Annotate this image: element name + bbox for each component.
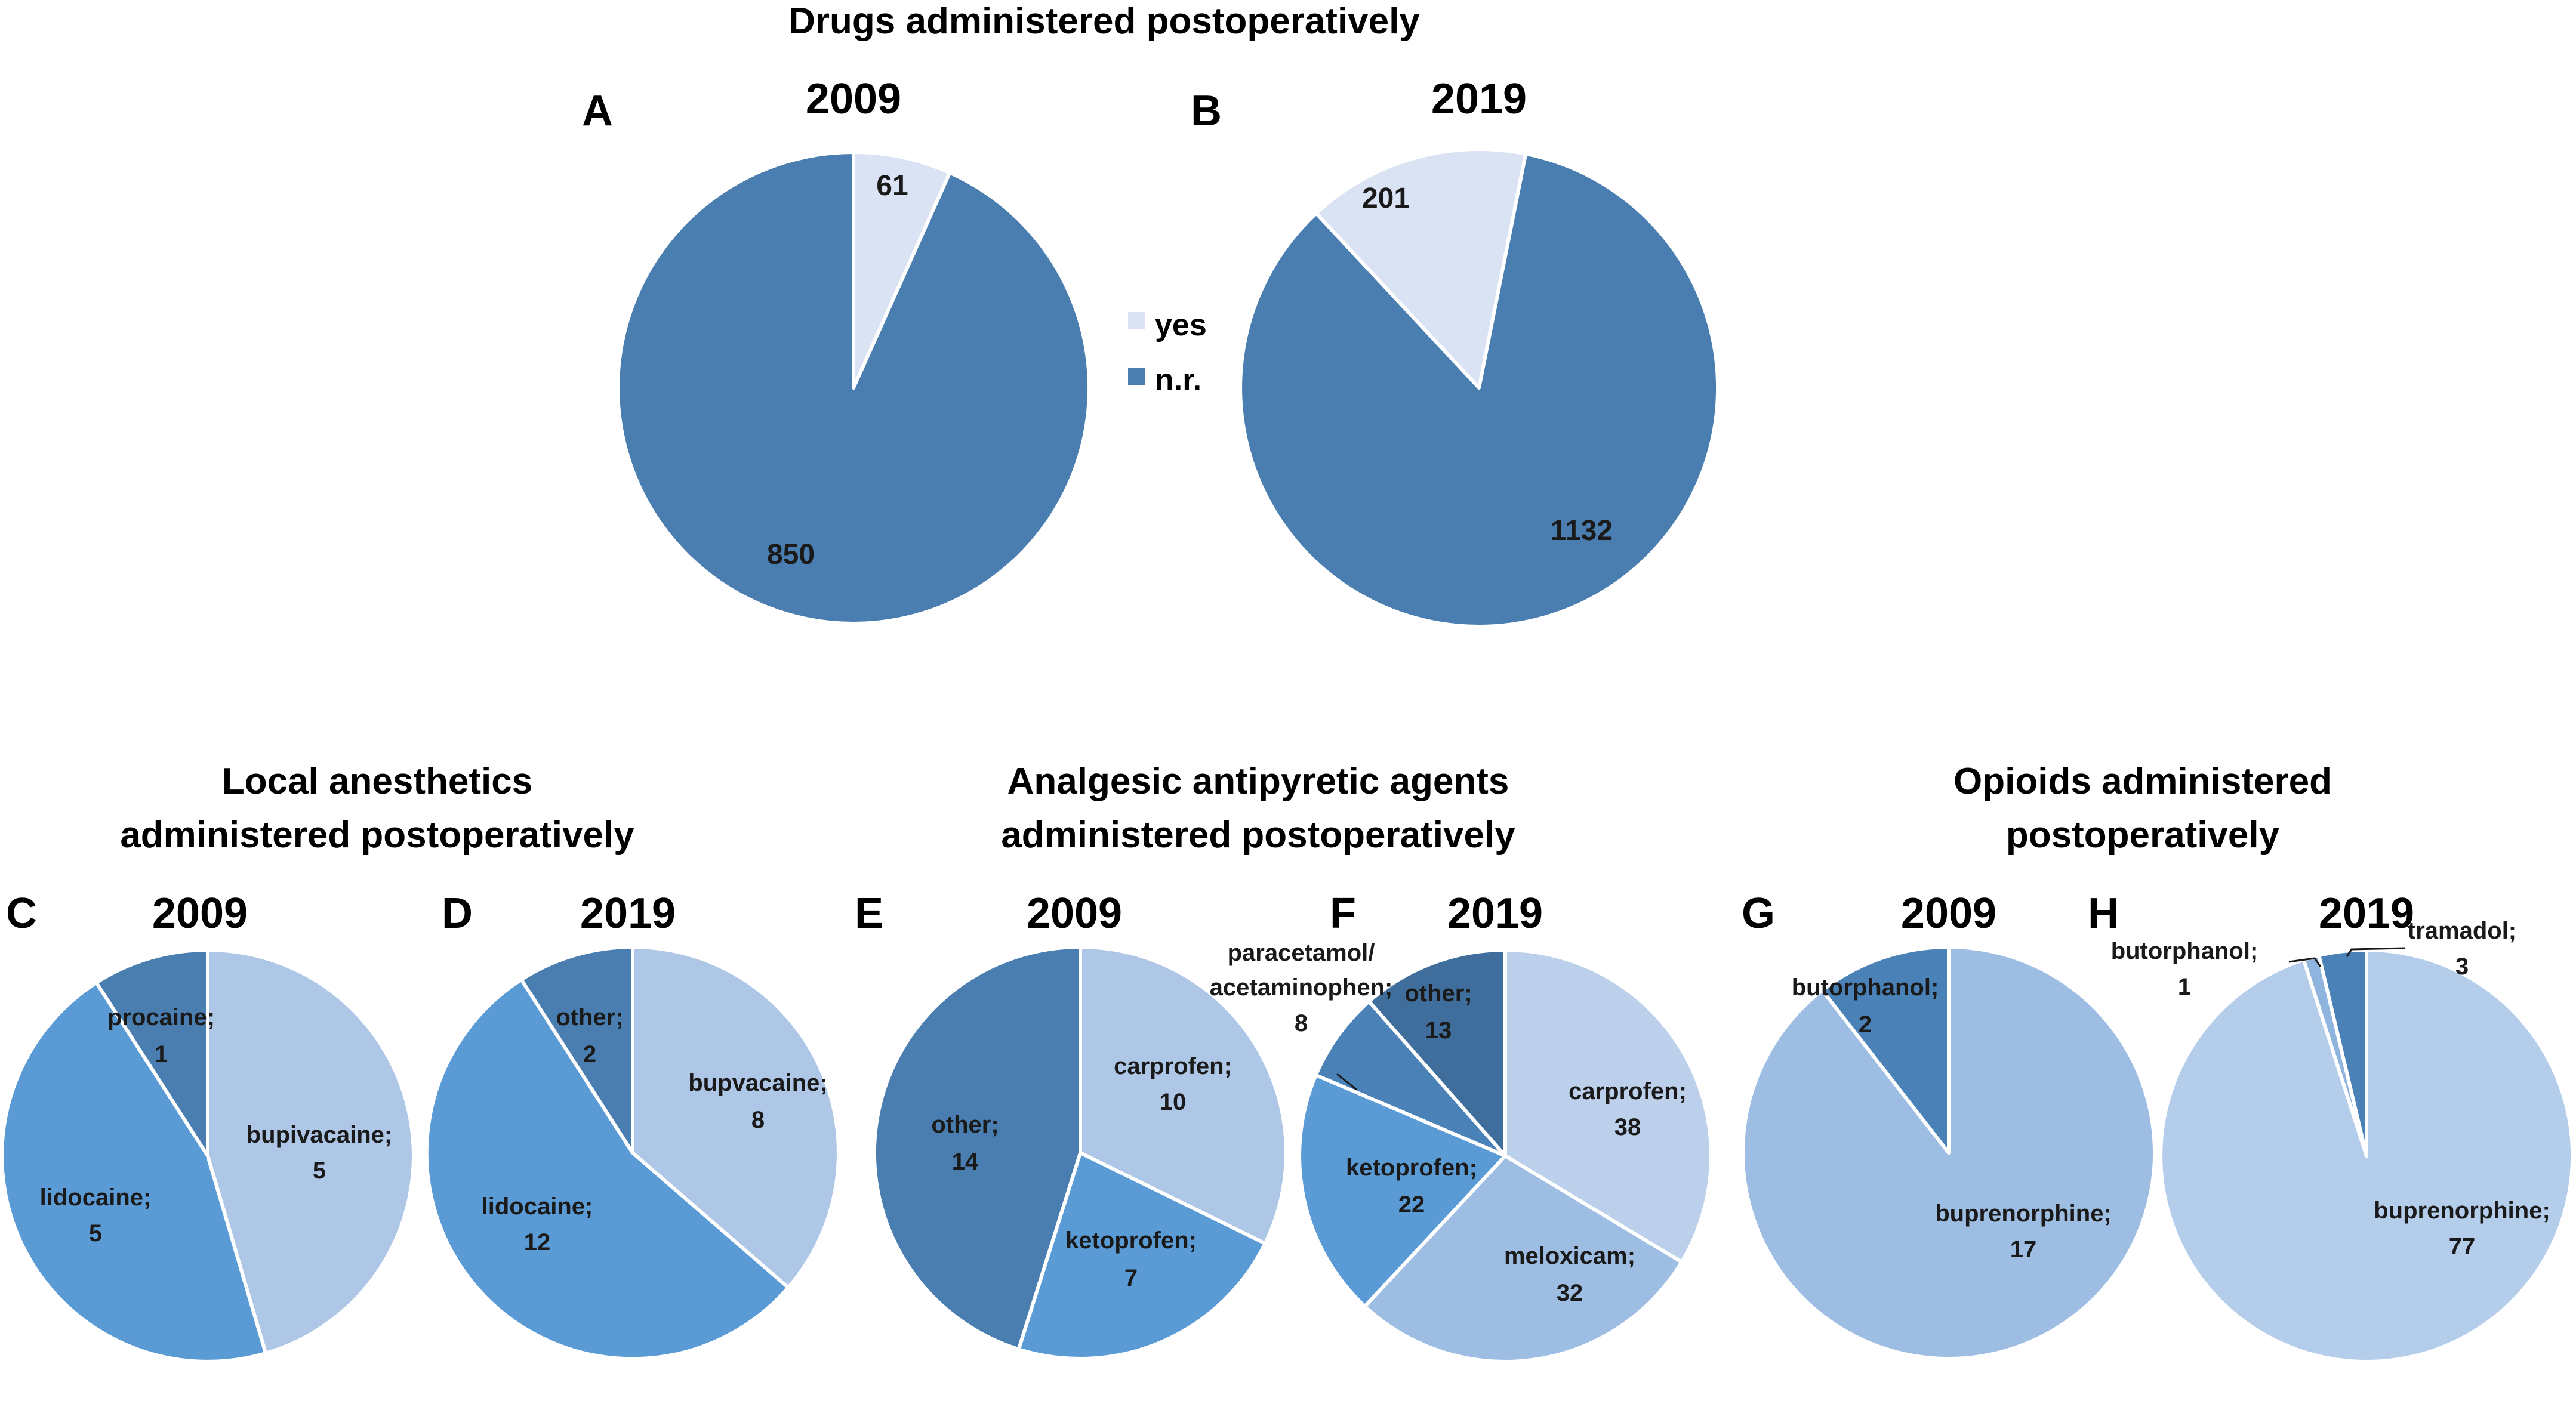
panel-letter-f: F bbox=[1330, 890, 1356, 937]
main-title: Drugs administered postoperatively bbox=[788, 1, 1420, 42]
slice-label-lidocaine: lidocaine; 12 bbox=[482, 1193, 593, 1255]
pie-slice-n-r bbox=[1238, 152, 1720, 628]
pie-chart-a: 61 850 bbox=[616, 150, 1092, 625]
panel-letter-h: H bbox=[2088, 890, 2119, 937]
group-title-analgesic-line2: administered postoperatively bbox=[1001, 814, 1515, 856]
panel-letter-c: C bbox=[6, 890, 37, 937]
slice-label-butorphanol: butorphanol; 1 bbox=[2111, 938, 2258, 1000]
slice-label-ketoprofen: ketoprofen; 7 bbox=[1065, 1227, 1197, 1291]
pie-slice-paracetamol-acetaminophen bbox=[1314, 999, 1507, 1158]
pie-chart-c: bupivacaine; 5 lidocaine; 5 procaine; 1 bbox=[0, 948, 415, 1363]
slice-label-carprofen: carprofen; 38 bbox=[1569, 1078, 1687, 1140]
pie-slice-ketoprofen bbox=[1016, 1151, 1267, 1361]
year-title-f: 2019 bbox=[1447, 890, 1543, 937]
slice-label-bupvacaine: bupvacaine; 8 bbox=[688, 1070, 827, 1133]
slice-label-yes: 61 bbox=[876, 170, 908, 202]
pie-chart-g: buprenorphine; 17 butorphanol; 2 bbox=[1740, 945, 2156, 1360]
pie-chart-h: buprenorphine; 77 butorphanol; 1 tramadol; 3 bbox=[2111, 918, 2575, 1363]
slice-label-buprenorphine: buprenorphine; 17 bbox=[1935, 1201, 2112, 1263]
pie-slice-other bbox=[1367, 948, 1507, 1158]
slice-label-paracetamol-acetaminophen: paracetamol/acetaminophen; 8 bbox=[1210, 940, 1393, 1036]
slice-label-ketoprofen: ketoprofen; 22 bbox=[1346, 1155, 1477, 1218]
slice-label-yes: 201 bbox=[1362, 183, 1410, 214]
year-title-b: 2019 bbox=[1431, 75, 1527, 123]
slice-label-buprenorphine: buprenorphine; 77 bbox=[2374, 1198, 2550, 1260]
pie-slice-other bbox=[519, 945, 634, 1155]
pie-chart-d: bupvacaine; 8 lidocaine; 12 other; 2 bbox=[424, 945, 840, 1361]
legend: yes n.r. bbox=[1128, 308, 1207, 397]
pie-slice-lidocaine bbox=[0, 980, 268, 1363]
group-title-opioids-line1: Opioids administered bbox=[1953, 761, 2332, 802]
slice-label-lidocaine: lidocaine; 5 bbox=[40, 1184, 152, 1246]
year-title-a: 2009 bbox=[806, 75, 901, 123]
pie-slice-ketoprofen bbox=[1298, 1073, 1507, 1309]
group-title-local-line1: Local anesthetics bbox=[222, 761, 532, 802]
pie-slice-bupivacaine bbox=[206, 948, 415, 1355]
year-title-e: 2009 bbox=[1027, 890, 1122, 937]
pie-slice-yes bbox=[1314, 147, 1528, 390]
panel-letter-a: A bbox=[582, 87, 613, 135]
pie-chart-f: carprofen; 38 meloxicam; 32 ketoprofen; 22 par… bbox=[1210, 940, 1713, 1363]
pie-slice-carprofen bbox=[1503, 948, 1713, 1264]
pie-slice-meloxicam bbox=[1363, 1154, 1684, 1363]
panel-letter-e: E bbox=[855, 890, 883, 937]
pie-chart-e: carprofen; 10 ketoprofen; 7 other; 14 bbox=[872, 945, 1288, 1361]
year-title-d: 2019 bbox=[580, 890, 676, 937]
pie-slice-other bbox=[872, 945, 1082, 1352]
legend-label-yes: yes bbox=[1155, 308, 1207, 343]
group-title-analgesic-line1: Analgesic antipyretic agents bbox=[1007, 761, 1509, 802]
legend-label-nr: n.r. bbox=[1155, 363, 1201, 397]
panel-letter-d: D bbox=[442, 890, 473, 937]
leader-lines bbox=[1336, 947, 2406, 1091]
leader-line-butorphanol bbox=[2288, 957, 2322, 967]
leader-line-tramadol bbox=[2346, 947, 2406, 957]
year-title-c: 2009 bbox=[152, 890, 248, 937]
slice-label-other: other; 13 bbox=[1404, 980, 1472, 1044]
group-title-local-line2: administered postoperatively bbox=[120, 814, 634, 856]
pie-slice-tramadol bbox=[2317, 948, 2368, 1158]
pie-slice-butorphanol bbox=[1820, 945, 1951, 1155]
slice-label-other: other; 14 bbox=[931, 1112, 999, 1175]
slice-label-bupivacaine: bupivacaine; 5 bbox=[246, 1122, 393, 1184]
year-title-g: 2009 bbox=[1901, 890, 1996, 937]
pie-slice-bupvacaine bbox=[631, 945, 840, 1289]
pie-chart-b: 201 1132 bbox=[1238, 147, 1720, 628]
group-title-opioids-line2: postoperatively bbox=[2006, 814, 2280, 856]
slice-label-butorphanol: butorphanol; 2 bbox=[1792, 974, 1939, 1038]
pie-slice-procaine bbox=[94, 948, 209, 1158]
pie-slice-carprofen bbox=[1079, 945, 1288, 1245]
slice-label-procaine: procaine; 1 bbox=[107, 1004, 215, 1067]
pie-slice-n-r bbox=[616, 150, 1092, 625]
panel-letter-g: G bbox=[1742, 890, 1775, 937]
slice-label-tramadol: tramadol; 3 bbox=[2408, 918, 2516, 980]
slice-label-n-r: 1132 bbox=[1551, 515, 1613, 547]
panel-letter-b: B bbox=[1191, 87, 1222, 135]
slice-label-carprofen: carprofen; 10 bbox=[1114, 1053, 1232, 1115]
legend-swatch-yes bbox=[1128, 312, 1145, 329]
pie-slice-yes bbox=[852, 150, 952, 390]
year-title-h: 2019 bbox=[2319, 890, 2414, 937]
legend-swatch-nr bbox=[1128, 368, 1145, 385]
slice-label-n-r: 850 bbox=[767, 539, 815, 570]
slice-label-other: other; 2 bbox=[556, 1004, 623, 1067]
leader-line-paracetamol bbox=[1336, 1073, 1357, 1091]
slice-label-meloxicam: meloxicam; 32 bbox=[1504, 1243, 1635, 1306]
pie-slice-lidocaine bbox=[424, 977, 790, 1361]
